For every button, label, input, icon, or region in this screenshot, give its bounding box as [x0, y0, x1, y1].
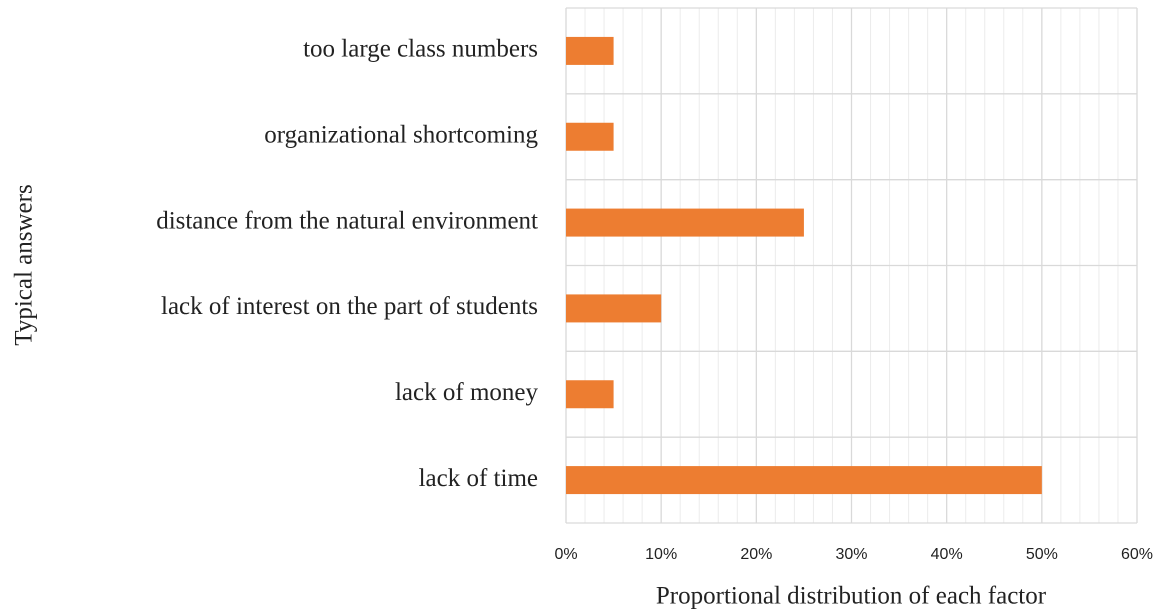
bar [566, 208, 804, 237]
y-axis-title: Typical answers [11, 184, 38, 345]
x-tick-label: 20% [740, 546, 772, 563]
x-axis-title: Proportional distribution of each factor [656, 583, 1047, 610]
bar [566, 122, 614, 151]
y-tick-label: lack of time [419, 465, 538, 492]
y-tick-label: lack of interest on the part of students [161, 293, 538, 320]
x-tick-label: 40% [931, 546, 963, 563]
y-tick-label: organizational shortcoming [264, 121, 538, 148]
y-tick-label: distance from the natural environment [156, 207, 538, 234]
x-tick-label: 30% [835, 546, 867, 563]
bar [566, 294, 662, 323]
x-tick-label: 10% [645, 546, 677, 563]
y-tick-label: too large class numbers [303, 36, 538, 63]
bar [566, 380, 614, 409]
x-tick-label: 50% [1026, 546, 1058, 563]
y-tick-label: lack of money [395, 379, 539, 406]
bar [566, 36, 614, 65]
x-tick-label: 0% [554, 546, 577, 563]
x-tick-label: 60% [1121, 546, 1153, 563]
bar [566, 466, 1042, 495]
